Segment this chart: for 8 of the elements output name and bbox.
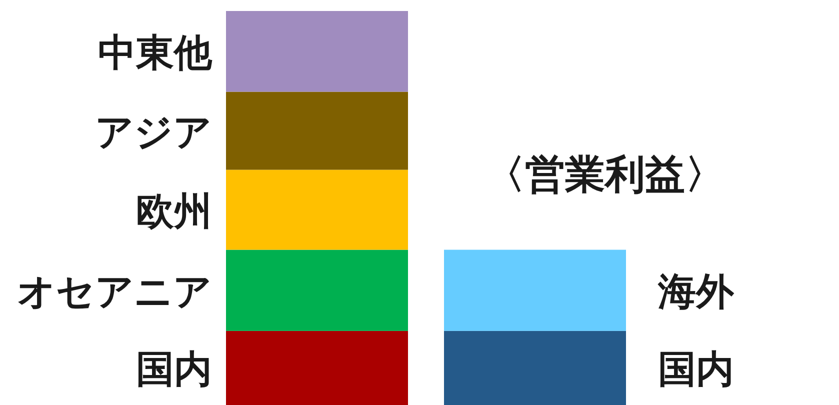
series-label: 海外 xyxy=(657,269,735,314)
series-label: アジア xyxy=(95,110,212,154)
series-label: 国内 xyxy=(136,346,212,391)
series-label: 国内 xyxy=(658,346,734,391)
series-label: オセアニア xyxy=(17,269,212,314)
x-tick-label: 〈営業利益〉 xyxy=(485,152,725,198)
series-label: 中東他 xyxy=(98,30,213,74)
series-label: 欧州 xyxy=(136,188,212,233)
